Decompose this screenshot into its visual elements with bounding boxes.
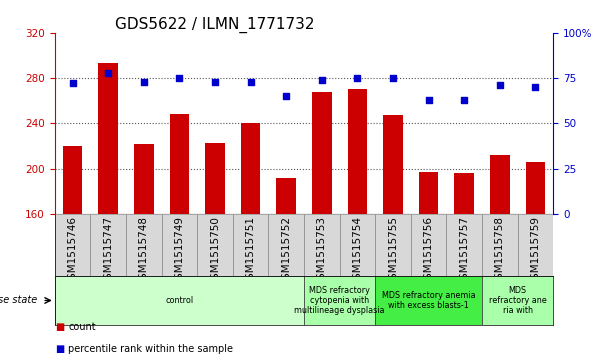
Bar [446,214,482,276]
Point [317,77,326,83]
Point [353,75,362,81]
Text: percentile rank within the sample: percentile rank within the sample [68,344,233,354]
Bar [91,214,126,276]
Text: GSM1515756: GSM1515756 [424,216,434,286]
Bar [98,63,118,363]
Bar [55,214,91,276]
Text: GSM1515755: GSM1515755 [388,216,398,286]
Text: GSM1515746: GSM1515746 [67,216,78,286]
Point [210,79,220,85]
Text: MDS
refractory ane
ria with: MDS refractory ane ria with [489,286,547,315]
Point [139,79,148,85]
Point [246,79,255,85]
Bar [55,276,304,325]
Bar [268,214,304,276]
Text: ■: ■ [55,344,64,354]
Text: GSM1515751: GSM1515751 [246,216,255,286]
Point [531,84,541,90]
Text: GSM1515748: GSM1515748 [139,216,149,286]
Text: GDS5622 / ILMN_1771732: GDS5622 / ILMN_1771732 [114,16,314,33]
Bar [170,114,189,363]
Text: GSM1515759: GSM1515759 [530,216,541,286]
Bar [340,214,375,276]
Text: count: count [68,322,95,333]
Text: GSM1515752: GSM1515752 [281,216,291,286]
Bar [482,276,553,325]
Text: GSM1515757: GSM1515757 [459,216,469,286]
Text: control: control [165,296,193,305]
Bar [277,178,296,363]
Bar [126,214,162,276]
Bar [241,123,260,363]
Bar [304,276,375,325]
Bar [134,144,154,363]
Text: MDS refractory anemia
with excess blasts-1: MDS refractory anemia with excess blasts… [382,291,475,310]
Bar [312,91,331,363]
Point [103,70,113,76]
Bar [490,155,510,363]
Text: disease state: disease state [0,295,37,306]
Bar [348,89,367,363]
Bar [233,214,268,276]
Point [174,75,184,81]
Bar [304,214,340,276]
Bar [454,173,474,363]
Text: GSM1515758: GSM1515758 [495,216,505,286]
Bar [383,115,403,363]
Point [67,81,77,86]
Point [495,82,505,88]
Bar [197,214,233,276]
Text: GSM1515754: GSM1515754 [353,216,362,286]
Bar [526,162,545,363]
Bar [419,172,438,363]
Text: ■: ■ [55,322,64,333]
Text: GSM1515747: GSM1515747 [103,216,113,286]
Bar [375,214,411,276]
Text: GSM1515750: GSM1515750 [210,216,220,286]
Point [282,93,291,99]
Point [388,75,398,81]
Point [460,97,469,103]
Text: MDS refractory
cytopenia with
multilineage dysplasia: MDS refractory cytopenia with multilinea… [294,286,385,315]
Bar [205,143,225,363]
Bar [411,214,446,276]
Point [424,97,434,103]
Bar [375,276,482,325]
Bar [63,146,82,363]
Bar [162,214,197,276]
Bar [517,214,553,276]
Text: GSM1515753: GSM1515753 [317,216,327,286]
Bar [482,214,517,276]
Text: GSM1515749: GSM1515749 [174,216,184,286]
